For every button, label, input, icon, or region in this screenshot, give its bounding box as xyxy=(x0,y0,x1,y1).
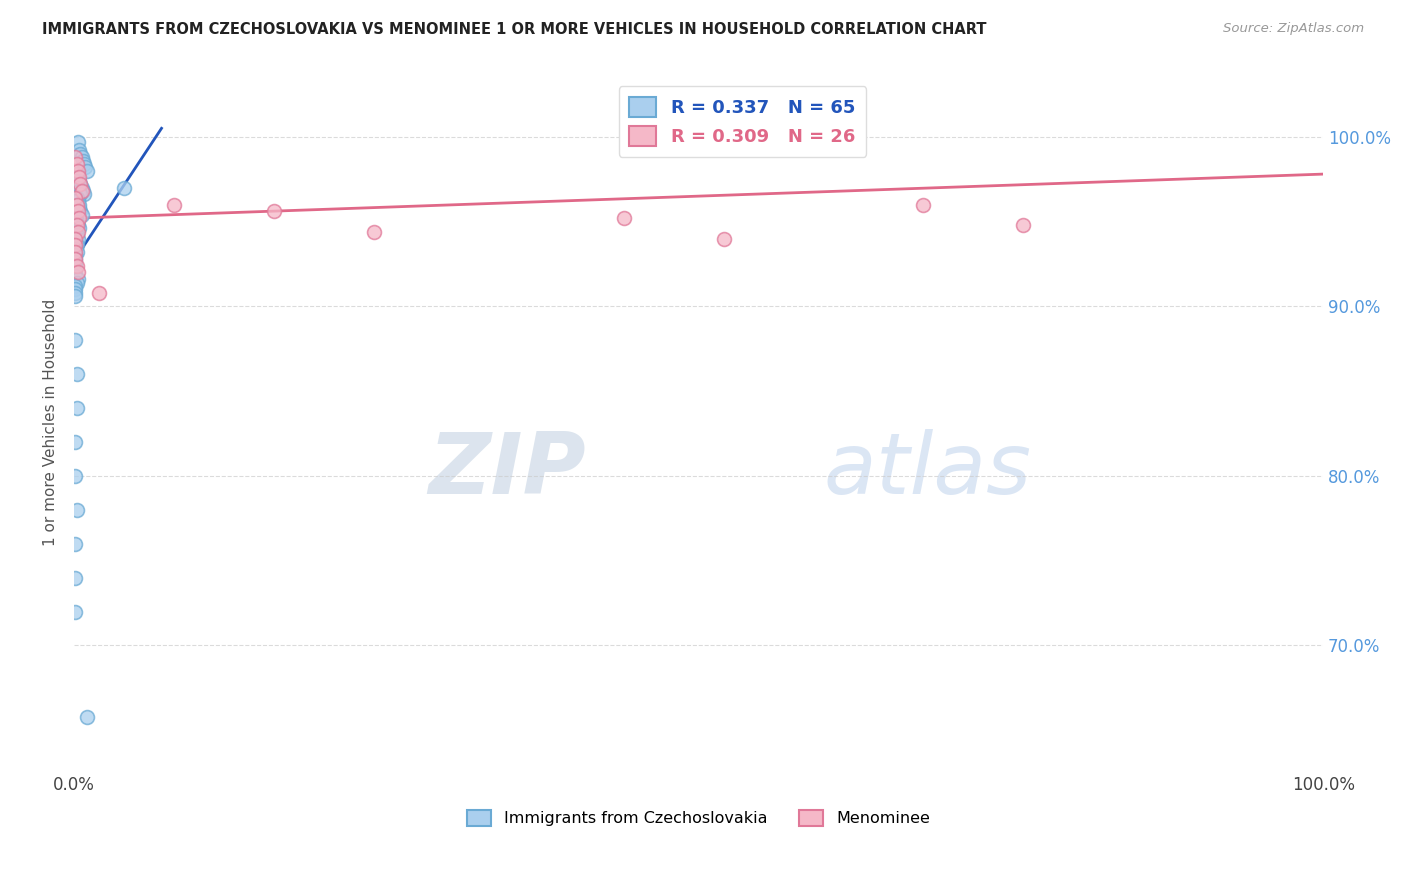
Point xyxy=(66,218,89,232)
Point xyxy=(65,276,87,290)
Point xyxy=(69,146,91,161)
Point xyxy=(263,204,285,219)
Point xyxy=(67,197,90,211)
Point xyxy=(65,503,87,517)
Point xyxy=(65,197,87,211)
Point xyxy=(65,605,87,619)
Point xyxy=(69,178,91,192)
Point xyxy=(65,255,87,269)
Point xyxy=(65,178,87,192)
Point xyxy=(65,259,87,273)
Point xyxy=(72,184,94,198)
Point xyxy=(65,214,87,228)
Point xyxy=(912,197,935,211)
Point xyxy=(65,197,87,211)
Point xyxy=(65,367,87,381)
Legend: Immigrants from Czechoslovakia, Menominee: Immigrants from Czechoslovakia, Menomine… xyxy=(461,803,936,832)
Text: IMMIGRANTS FROM CZECHOSLOVAKIA VS MENOMINEE 1 OR MORE VEHICLES IN HOUSEHOLD CORR: IMMIGRANTS FROM CZECHOSLOVAKIA VS MENOMI… xyxy=(42,22,987,37)
Point xyxy=(65,245,87,260)
Point xyxy=(65,194,87,209)
Point xyxy=(70,150,93,164)
Point xyxy=(67,221,90,235)
Point xyxy=(65,235,87,249)
Point xyxy=(65,238,87,252)
Point xyxy=(66,135,89,149)
Point xyxy=(112,180,135,194)
Point xyxy=(67,144,90,158)
Point xyxy=(65,248,87,262)
Point xyxy=(713,231,735,245)
Point xyxy=(72,153,94,168)
Point xyxy=(65,238,87,252)
Point xyxy=(65,174,87,188)
Point xyxy=(65,252,87,266)
Point xyxy=(65,282,87,296)
Point xyxy=(65,279,87,293)
Point xyxy=(65,537,87,551)
Point xyxy=(67,211,90,226)
Point xyxy=(66,194,89,209)
Point xyxy=(65,265,87,279)
Text: Source: ZipAtlas.com: Source: ZipAtlas.com xyxy=(1223,22,1364,36)
Point xyxy=(65,167,87,181)
Y-axis label: 1 or more Vehicles in Household: 1 or more Vehicles in Household xyxy=(44,299,58,546)
Point xyxy=(66,231,89,245)
Point xyxy=(163,197,186,211)
Point xyxy=(70,184,93,198)
Point xyxy=(65,268,87,283)
Text: ZIP: ZIP xyxy=(429,429,586,512)
Point xyxy=(65,285,87,300)
Point xyxy=(65,191,87,205)
Point xyxy=(66,170,89,185)
Point xyxy=(65,242,87,256)
Point xyxy=(70,208,93,222)
Point xyxy=(65,225,87,239)
Point xyxy=(76,163,98,178)
Point xyxy=(67,201,90,215)
Point xyxy=(67,170,90,185)
Text: atlas: atlas xyxy=(824,429,1032,512)
Point xyxy=(65,191,87,205)
Point xyxy=(65,194,87,209)
Point xyxy=(65,401,87,416)
Point xyxy=(65,157,87,171)
Point xyxy=(66,180,89,194)
Point xyxy=(66,197,89,211)
Point xyxy=(65,228,87,243)
Point xyxy=(65,150,87,164)
Point xyxy=(66,163,89,178)
Point xyxy=(1012,218,1035,232)
Point xyxy=(66,225,89,239)
Point xyxy=(65,252,87,266)
Point xyxy=(65,211,87,226)
Point xyxy=(69,178,91,192)
Point xyxy=(65,435,87,450)
Point xyxy=(66,272,89,286)
Point xyxy=(363,225,385,239)
Point xyxy=(76,709,98,723)
Point xyxy=(67,184,90,198)
Point xyxy=(65,259,87,273)
Point xyxy=(87,285,110,300)
Point xyxy=(65,469,87,483)
Point xyxy=(66,204,89,219)
Point xyxy=(65,571,87,585)
Point xyxy=(66,265,89,279)
Point xyxy=(67,174,90,188)
Point xyxy=(75,161,97,175)
Point xyxy=(65,245,87,260)
Point xyxy=(65,231,87,245)
Point xyxy=(69,204,91,219)
Point xyxy=(65,289,87,303)
Point xyxy=(613,211,636,226)
Point xyxy=(69,187,91,202)
Point xyxy=(73,157,96,171)
Point xyxy=(65,333,87,347)
Point xyxy=(65,218,87,232)
Point xyxy=(70,180,93,194)
Point xyxy=(65,191,87,205)
Point xyxy=(73,187,96,202)
